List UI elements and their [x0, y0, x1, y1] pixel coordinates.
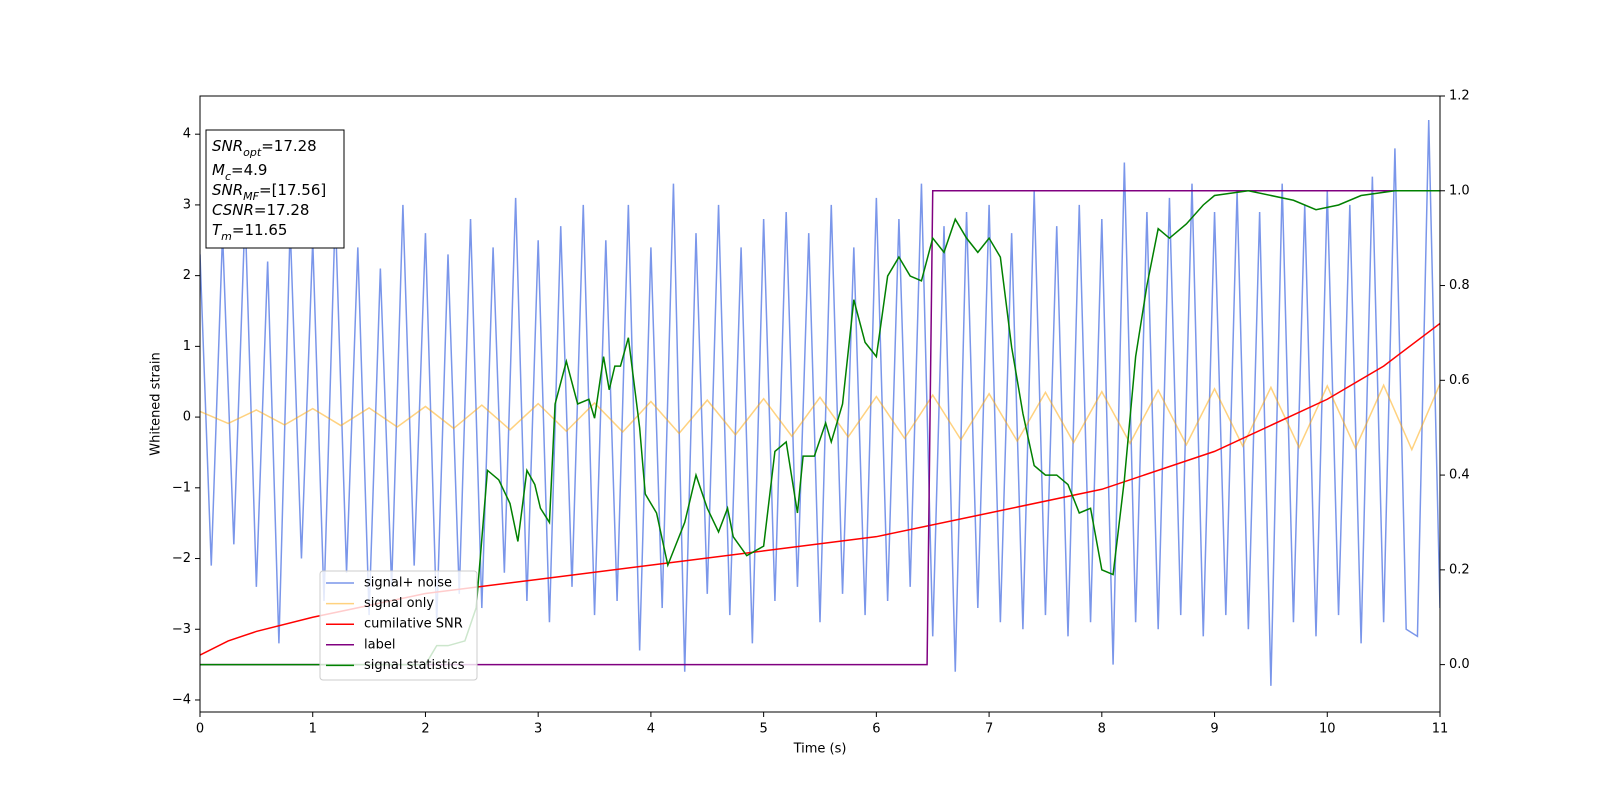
- y2-tick-label: 0.4: [1449, 468, 1470, 483]
- annotation-value: =[17.56]: [259, 181, 326, 199]
- y2-tick-label: 1.0: [1449, 183, 1470, 198]
- x-axis-label: Time (s): [793, 742, 847, 757]
- annotation-box: [205, 129, 345, 249]
- annotation-symbol: T: [212, 221, 223, 239]
- annotation: SNRMF=[17.56]: [212, 181, 326, 203]
- annotation-subscript: c: [225, 170, 231, 183]
- y-tick-label: 0: [183, 410, 191, 425]
- x-tick-label: 0: [196, 722, 204, 737]
- x-tick-label: 10: [1319, 722, 1336, 737]
- x-tick-label: 11: [1432, 722, 1449, 737]
- annotation-symbol: M: [212, 161, 225, 179]
- legend-label: signal statistics: [364, 658, 465, 673]
- y2-tick-label: 0.8: [1449, 278, 1470, 293]
- legend-label: signal+ noise: [364, 576, 452, 591]
- annotation: CSNR=17.28: [212, 201, 309, 219]
- y2-tick-label: 0.2: [1449, 562, 1470, 577]
- annotation: SNRopt=17.28: [212, 137, 317, 159]
- legend-box: [319, 570, 478, 681]
- annotation-symbol: CSNR: [212, 201, 254, 219]
- series-line: [200, 120, 1440, 686]
- annotation-subscript: opt: [243, 146, 262, 159]
- annotation-value: =17.28: [254, 201, 310, 219]
- series-line: [200, 190, 1440, 666]
- y-tick-label: −1: [172, 480, 191, 495]
- x-tick-label: 3: [534, 722, 542, 737]
- x-tick-label: 2: [421, 722, 429, 737]
- annotation-symbol: SNR: [212, 137, 243, 155]
- annotation: Mc=4.9: [212, 161, 267, 183]
- x-tick-label: 8: [1098, 722, 1106, 737]
- y2-tick-label: 0.6: [1449, 373, 1470, 388]
- y-tick-label: −3: [172, 622, 191, 637]
- y-tick-label: 2: [183, 268, 191, 283]
- annotation: Tm=11.65: [212, 221, 287, 243]
- y2-tick-label: 0.0: [1449, 657, 1470, 672]
- x-tick-label: 6: [872, 722, 880, 737]
- legend-label: signal only: [364, 596, 434, 611]
- series-line: [200, 383, 1440, 452]
- y-tick-label: −4: [172, 692, 191, 707]
- annotation-subscript: MF: [243, 190, 259, 203]
- y-tick-label: 4: [183, 127, 191, 142]
- annotation-value: =11.65: [232, 221, 288, 239]
- x-tick-label: 1: [309, 722, 317, 737]
- annotation-symbol: SNR: [212, 181, 243, 199]
- annotation-subscript: m: [221, 230, 232, 243]
- y-axis-label: Whitened strain: [149, 352, 164, 455]
- annotation-value: =4.9: [231, 161, 267, 179]
- x-tick-label: 5: [759, 722, 767, 737]
- y-tick-label: −2: [172, 551, 191, 566]
- x-tick-label: 4: [647, 722, 655, 737]
- x-tick-label: 7: [985, 722, 993, 737]
- x-tick-label: 9: [1210, 722, 1218, 737]
- legend-label: label: [364, 637, 395, 652]
- annotation-value: =17.28: [261, 137, 317, 155]
- y-tick-label: 1: [183, 339, 191, 354]
- legend-label: cumilative SNR: [364, 617, 463, 632]
- plot-frame: [199, 95, 1441, 713]
- y-tick-label: 3: [183, 197, 191, 212]
- y2-tick-label: 1.2: [1449, 89, 1470, 104]
- series-line: [200, 190, 1440, 666]
- series-line: [200, 322, 1440, 656]
